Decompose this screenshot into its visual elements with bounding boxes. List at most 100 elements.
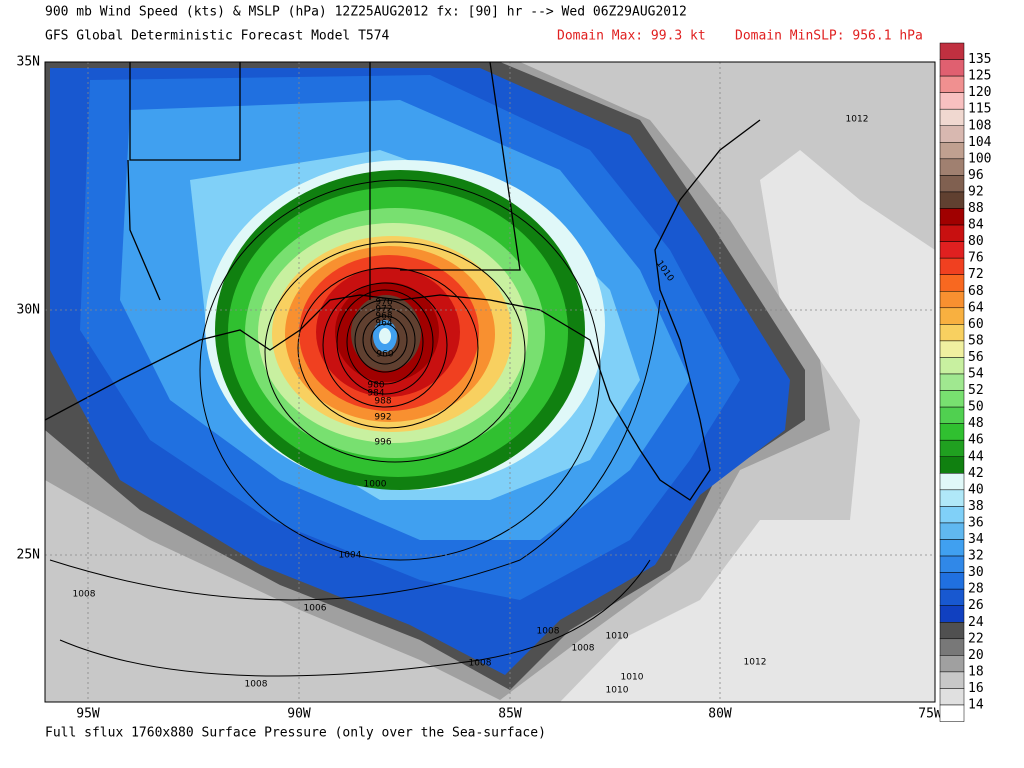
colorbar-swatch (939, 191, 965, 209)
colorbar-swatch (939, 655, 965, 673)
colorbar-label: 100 (968, 151, 991, 166)
colorbar-label: 26 (968, 598, 984, 613)
colorbar-swatch (939, 473, 965, 491)
colorbar-label: 46 (968, 433, 984, 448)
colorbar-swatch (939, 274, 965, 292)
lat-label: 35N (17, 55, 40, 70)
colorbar-label: 96 (968, 168, 984, 183)
contour-label: 980 (367, 381, 384, 391)
contour-label: 988 (374, 397, 391, 407)
colorbar-label: 16 (968, 681, 984, 696)
colorbar-label: 58 (968, 333, 984, 348)
colorbar-label: 44 (968, 449, 984, 464)
model-name: GFS Global Deterministic Forecast Model … (45, 29, 390, 44)
colorbar-label: 30 (968, 565, 984, 580)
colorbar-label: 115 (968, 102, 991, 117)
domain-min-slp: Domain MinSLP: 956.1 hPa (735, 29, 923, 44)
contour-label: 964 (375, 319, 392, 329)
colorbar-label: 80 (968, 234, 984, 249)
colorbar-swatch (939, 108, 965, 126)
lat-label: 25N (17, 548, 40, 563)
colorbar-label: 36 (968, 515, 984, 530)
colorbar-label: 42 (968, 466, 984, 481)
colorbar-swatch (939, 92, 965, 110)
colorbar-label: 84 (968, 218, 984, 233)
colorbar-swatch (939, 340, 965, 358)
colorbar-swatch (939, 671, 965, 689)
title: 900 mb Wind Speed (kts) & MSLP (hPa) 12Z… (45, 5, 687, 20)
colorbar-label: 54 (968, 367, 984, 382)
colorbar-swatch (939, 175, 965, 193)
colorbar-label: 28 (968, 582, 984, 597)
colorbar-label: 76 (968, 251, 984, 266)
colorbar-label: 92 (968, 184, 984, 199)
colorbar-label: 14 (968, 698, 984, 713)
colorbar-label: 108 (968, 118, 991, 133)
colorbar-swatch (939, 158, 965, 176)
contour-label: 1008 (572, 644, 595, 654)
colorbar-swatch (939, 208, 965, 226)
colorbar-label: 40 (968, 482, 984, 497)
colorbar-label: 24 (968, 615, 984, 630)
contour-label: 984 (367, 389, 384, 399)
colorbar-label: 88 (968, 201, 984, 216)
contour-label: 976 (375, 298, 392, 308)
contour-label: 996 (374, 438, 391, 448)
colorbar-label: 34 (968, 532, 984, 547)
colorbar-swatch (939, 390, 965, 408)
contour-label: 1004 (339, 551, 362, 561)
domain-max: Domain Max: 99.3 kt (557, 29, 706, 44)
colorbar-label: 52 (968, 383, 984, 398)
contour-label: 992 (374, 413, 391, 423)
colorbar-label: 48 (968, 416, 984, 431)
colorbar-swatch (939, 307, 965, 325)
colorbar-swatch (939, 605, 965, 623)
lon-label: 85W (498, 707, 522, 722)
contour-label: 1008 (73, 590, 96, 600)
colorbar-label: 125 (968, 69, 991, 84)
contour-label: 1000 (364, 480, 387, 490)
lon-label: 80W (708, 707, 732, 722)
map: 1012 1010 960 964 968 972 976 980 984 98… (45, 62, 935, 702)
colorbar-label: 120 (968, 85, 991, 100)
colorbar-label: 20 (968, 648, 984, 663)
contour-label: 960 (376, 350, 393, 360)
colorbar-label: 68 (968, 284, 984, 299)
contour-label: 972 (375, 305, 392, 315)
colorbar-swatch (939, 125, 965, 143)
contour-label: 1006 (304, 604, 327, 614)
colorbar-label: 32 (968, 549, 984, 564)
colorbar-swatch (939, 224, 965, 242)
colorbar-swatch (939, 357, 965, 375)
colorbar-label: 56 (968, 350, 984, 365)
lon-label: 95W (76, 707, 100, 722)
colorbar-swatch (939, 324, 965, 342)
colorbar-label: 135 (968, 52, 991, 67)
contour-label: 1010 (606, 632, 629, 642)
contour-label: 1010 (621, 673, 644, 683)
contour-label: 1010 (606, 686, 629, 696)
map-frame (44, 61, 936, 703)
footer: Full sflux 1760x880 Surface Pressure (on… (45, 726, 546, 741)
colorbar-swatch (939, 423, 965, 441)
colorbar-swatch (939, 522, 965, 540)
colorbar-label: 38 (968, 499, 984, 514)
colorbar-swatch (939, 572, 965, 590)
contour-label: 1008 (537, 627, 560, 637)
colorbar-swatch (939, 291, 965, 309)
colorbar-swatch (939, 142, 965, 160)
colorbar-swatch (939, 704, 965, 722)
contour-label: 1008 (245, 680, 268, 690)
colorbar-label: 104 (968, 135, 992, 150)
colorbar-swatch (939, 506, 965, 524)
colorbar-label: 22 (968, 631, 984, 646)
contour-label: 1008 (469, 659, 492, 669)
lon-label: 75W (918, 707, 942, 722)
colorbar-label: 64 (968, 300, 984, 315)
contour-label: 1012 (846, 115, 869, 125)
colorbar-label: 60 (968, 317, 984, 332)
colorbar-swatch (939, 42, 965, 60)
colorbar-swatch (939, 588, 965, 606)
